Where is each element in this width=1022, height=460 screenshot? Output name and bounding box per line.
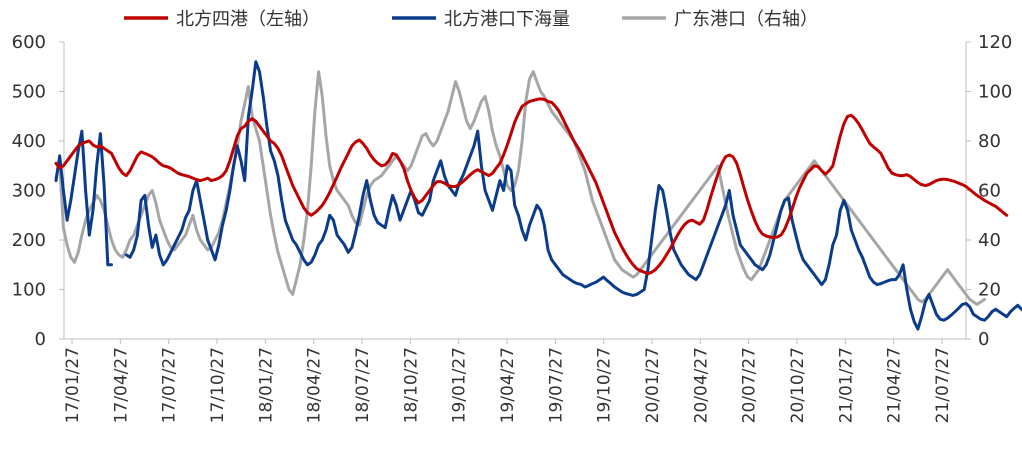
legend-label-2: 北方港口下海量 <box>444 9 570 30</box>
x-tick-label: 20/07/27 <box>740 347 760 423</box>
series-layer <box>54 60 1022 331</box>
axes: 0 100 200 300 400 500 600 0 20 40 60 80 100 120 <box>12 32 1013 350</box>
x-tick-label: 21/04/27 <box>885 347 905 423</box>
x-tick-label: 19/04/27 <box>498 347 518 423</box>
y-left-tick-label: 400 <box>12 131 46 152</box>
x-tick-label: 18/10/27 <box>401 347 421 423</box>
x-tick-label: 21/07/27 <box>933 347 953 423</box>
x-tick-label: 17/10/27 <box>208 347 228 423</box>
y-right-tick-label: 20 <box>978 280 1001 301</box>
legend: 北方四港（左轴） 北方港口下海量 广东港口（右轴） <box>124 9 818 30</box>
y-left-tick-label: 300 <box>12 181 46 202</box>
x-tick-label: 18/07/27 <box>353 347 373 423</box>
y-left-tick-label: 200 <box>12 230 46 251</box>
y-right-tick-label: 120 <box>978 32 1012 53</box>
y-right-tick-label: 0 <box>978 329 989 350</box>
y-left-tick-label: 0 <box>35 329 46 350</box>
x-tick-labels: 17/01/27 17/04/27 17/07/27 17/10/27 18/01/27… <box>63 339 953 423</box>
y-right-tick-label: 40 <box>978 230 1001 251</box>
y-left-tick-label: 500 <box>12 82 46 103</box>
x-tick-label: 17/07/27 <box>160 347 180 423</box>
y-left-tick-label: 600 <box>12 32 46 53</box>
x-tick-label: 21/01/27 <box>836 347 856 423</box>
y-right-tick-label: 100 <box>978 82 1012 103</box>
x-tick-label: 18/01/27 <box>256 347 276 423</box>
legend-label-1: 北方四港（左轴） <box>176 9 320 30</box>
x-tick-label: 18/04/27 <box>305 347 325 423</box>
x-tick-label: 20/10/27 <box>788 347 808 423</box>
x-tick-label: 20/04/27 <box>691 347 711 423</box>
x-tick-label: 19/07/27 <box>546 347 566 423</box>
x-tick-label: 17/04/27 <box>111 347 131 423</box>
x-tick-label: 20/01/27 <box>643 347 663 423</box>
x-tick-label: 19/10/27 <box>595 347 615 423</box>
y-right-tick-label: 60 <box>978 181 1001 202</box>
series-line-2 <box>54 60 1022 331</box>
legend-label-3: 广东港口（右轴） <box>674 9 818 30</box>
y-left-tick-label: 100 <box>12 280 46 301</box>
series-line-1 <box>54 97 1009 276</box>
x-tick-label: 19/01/27 <box>450 347 470 423</box>
y-right-tick-label: 80 <box>978 131 1001 152</box>
x-tick-label: 17/01/27 <box>63 347 83 423</box>
